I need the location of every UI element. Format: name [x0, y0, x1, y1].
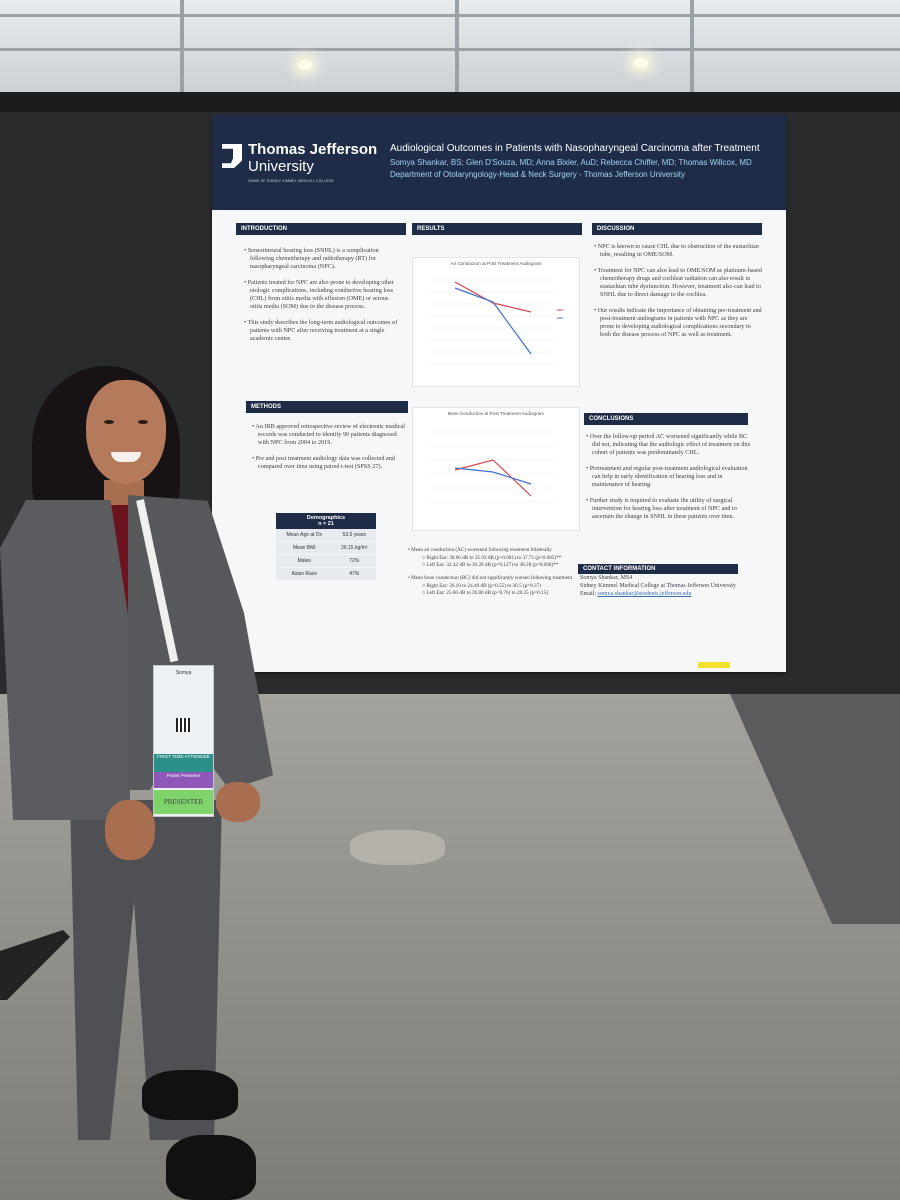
introduction-heading: INTRODUCTION	[236, 223, 406, 235]
person-smile	[111, 452, 141, 462]
discussion-bullet: Treatment for NPC can also lead to OME/S…	[592, 267, 762, 299]
table-row: Mean BMI 26.15 kg/m²	[276, 541, 376, 555]
person-eye	[138, 420, 148, 424]
badge-attendee-band: FIRST TIME ATTENDEE	[154, 754, 213, 772]
chart-title: Bone Conduction at Post Treatment Audiog…	[447, 411, 544, 416]
person-shoe	[166, 1135, 256, 1200]
ceiling-light	[634, 58, 648, 68]
poster-title: Audiological Outcomes in Patients with N…	[390, 143, 760, 154]
results-sublist: Right Ear: 26.18 to 24.49 dB (p=0.55) to…	[406, 583, 584, 597]
introduction-bullet: Patients treated for NPC are also prone …	[242, 279, 402, 311]
contact-name: Somya Shankar, MS4	[580, 575, 633, 581]
contact-affiliation: Sidney Kimmel Medical College at Thomas …	[580, 583, 736, 589]
ceiling-truss	[0, 14, 900, 17]
conclusions-text: Over the follow-up period AC worsened si…	[584, 433, 752, 529]
introduction-bullet: This study describes the long-term audio…	[242, 319, 402, 343]
methods-text: An IRB approved retrospective review of …	[250, 423, 406, 479]
research-poster: Thomas Jefferson University HOME OF SIDN…	[212, 115, 786, 672]
right-ear-line	[454, 459, 532, 497]
discussion-heading: DISCUSSION	[592, 223, 762, 235]
introduction-text: Sensorineural hearing loss (SNHL) is a c…	[242, 247, 402, 351]
person-shoe	[142, 1070, 238, 1120]
table-row: Males 72%	[276, 554, 376, 568]
bone-conduction-chart: Bone Conduction at Post Treatment Audiog…	[412, 407, 580, 531]
conference-badge: Somya FIRST TIME ATTENDEE Poster Present…	[153, 665, 214, 817]
qr-code-icon	[176, 718, 190, 732]
introduction-bullet: Sensorineural hearing loss (SNHL) is a c…	[242, 247, 402, 271]
person-hand	[216, 782, 260, 822]
ceiling-truss	[455, 0, 459, 100]
conclusions-bullet: Over the follow-up period AC worsened si…	[584, 433, 752, 457]
air-conduction-chart: Air Conduction at Post Treatment Audiogr…	[412, 257, 580, 387]
contact-email-row: Email: somya.shankar@students.jefferson.…	[580, 591, 692, 597]
person-jacket	[0, 500, 130, 820]
poster-sticker	[698, 662, 730, 668]
ceiling-truss	[180, 0, 184, 100]
discussion-bullet: Our results indicate the importance of o…	[592, 307, 762, 339]
discussion-bullet: NPC is known to cause CHL due to obstruc…	[592, 243, 762, 259]
poster-header: Thomas Jefferson University HOME OF SIDN…	[212, 115, 786, 210]
ceiling-truss	[690, 0, 694, 100]
methods-bullet: Pre and post treatment audiology data wa…	[250, 455, 406, 471]
poster-authors: Somya Shankar, BS; Glen D'Souza, MD; Ann…	[390, 158, 752, 167]
results-heading: RESULTS	[412, 223, 582, 235]
badge-name: Somya	[175, 670, 192, 676]
ceiling-light	[298, 60, 312, 70]
person-face	[86, 380, 166, 484]
demographics-table: Demographics n = 21 Mean Age at Dx 53.5 ye…	[276, 513, 376, 581]
air-conduction-plot	[431, 279, 563, 365]
left-ear-line	[454, 287, 532, 355]
table-row: Asian Race 47%	[276, 567, 376, 581]
contact-heading: CONTACT INFORMATION	[578, 564, 738, 574]
right-ear-line	[454, 281, 532, 313]
demographics-header: Demographics n = 21	[276, 513, 376, 529]
person-hand	[105, 800, 155, 860]
contact-info: Somya Shankar, MS4 Sidney Kimmel Medical…	[580, 574, 755, 598]
results-bullet: Mean air conduction (AC) worsened follow…	[406, 547, 584, 554]
contact-email-link[interactable]: somya.shankar@students.jefferson.edu	[597, 591, 692, 597]
badge-presenter-band: PRESENTER	[154, 790, 213, 814]
methods-bullet: An IRB approved retrospective review of …	[250, 423, 406, 447]
results-sublist: Right Ear: 30.66 dB to 35.93 dB (p=0.081…	[406, 555, 584, 569]
conclusions-bullet: Further study is required to evaluate th…	[584, 497, 752, 521]
badge-role-band: Poster Presenter	[154, 772, 213, 788]
chart-title: Air Conduction at Post Treatment Audiogr…	[450, 261, 542, 266]
conclusions-heading: CONCLUSIONS	[584, 413, 748, 425]
floor-stain	[350, 830, 445, 865]
results-bullet: Mean bone conduction (BC) did not signif…	[406, 575, 584, 582]
person-eye	[104, 420, 114, 424]
discussion-text: NPC is known to cause CHL due to obstruc…	[592, 243, 762, 347]
poster-board-frame	[0, 92, 900, 112]
poster-department: Department of Otolaryngology-Head & Neck…	[390, 170, 685, 179]
university-subtitle: HOME OF SIDNEY KIMMEL MEDICAL COLLEGE	[248, 179, 334, 183]
conclusions-bullet: Pretreatment and regular post-treatment …	[584, 465, 752, 489]
results-text: Mean air conduction (AC) worsened follow…	[406, 547, 584, 597]
jefferson-logo-icon	[222, 144, 242, 168]
ceiling-truss	[0, 48, 900, 51]
university-name: Thomas Jefferson University	[248, 141, 378, 175]
left-ear-line	[454, 467, 532, 485]
bone-conduction-plot	[431, 431, 553, 503]
table-row: Mean Age at Dx 53.5 years	[276, 529, 376, 542]
methods-heading: METHODS	[246, 401, 408, 413]
ceiling	[0, 0, 900, 100]
